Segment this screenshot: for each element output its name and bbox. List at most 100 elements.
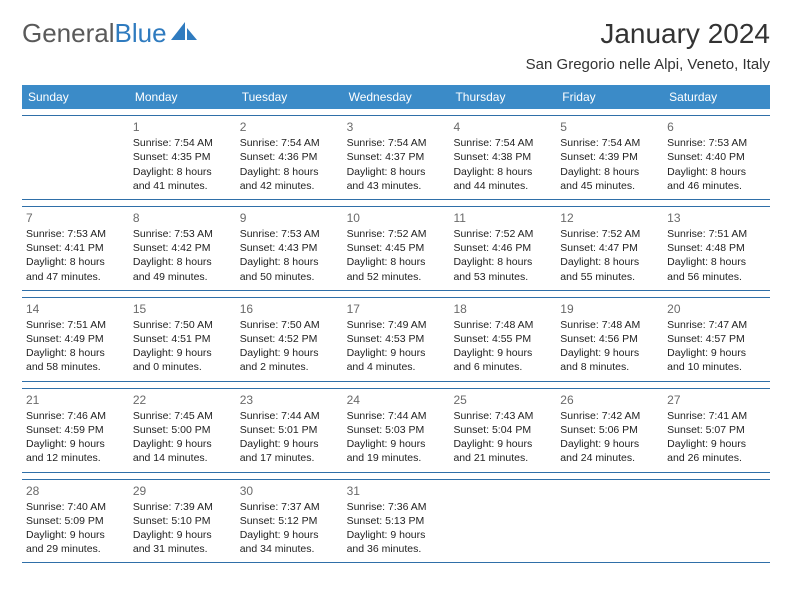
sunset-text: Sunset: 4:43 PM xyxy=(240,241,339,255)
daylight-text: Daylight: 8 hours and 43 minutes. xyxy=(347,165,446,193)
daylight-text: Daylight: 9 hours and 31 minutes. xyxy=(133,528,232,556)
sunrise-text: Sunrise: 7:52 AM xyxy=(560,227,659,241)
sunrise-text: Sunrise: 7:50 AM xyxy=(133,318,232,332)
daylight-text: Daylight: 9 hours and 2 minutes. xyxy=(240,346,339,374)
daylight-text: Daylight: 8 hours and 55 minutes. xyxy=(560,255,659,283)
day-cell: 8Sunrise: 7:53 AMSunset: 4:42 PMDaylight… xyxy=(129,207,236,290)
day-cell: 30Sunrise: 7:37 AMSunset: 5:12 PMDayligh… xyxy=(236,480,343,563)
day-number: 26 xyxy=(560,392,659,408)
day-number: 30 xyxy=(240,483,339,499)
day-cell xyxy=(556,480,663,563)
day-cell: 13Sunrise: 7:51 AMSunset: 4:48 PMDayligh… xyxy=(663,207,770,290)
day-cell xyxy=(449,480,556,563)
sunrise-text: Sunrise: 7:54 AM xyxy=(347,136,446,150)
sunrise-text: Sunrise: 7:46 AM xyxy=(26,409,125,423)
day-cell: 25Sunrise: 7:43 AMSunset: 5:04 PMDayligh… xyxy=(449,389,556,472)
daylight-text: Daylight: 9 hours and 10 minutes. xyxy=(667,346,766,374)
sunset-text: Sunset: 4:45 PM xyxy=(347,241,446,255)
sunrise-text: Sunrise: 7:44 AM xyxy=(240,409,339,423)
day-cell: 4Sunrise: 7:54 AMSunset: 4:38 PMDaylight… xyxy=(449,116,556,199)
sunset-text: Sunset: 4:40 PM xyxy=(667,150,766,164)
sunrise-text: Sunrise: 7:52 AM xyxy=(347,227,446,241)
daylight-text: Daylight: 8 hours and 56 minutes. xyxy=(667,255,766,283)
day-number: 4 xyxy=(453,119,552,135)
daylight-text: Daylight: 8 hours and 42 minutes. xyxy=(240,165,339,193)
daylight-text: Daylight: 8 hours and 53 minutes. xyxy=(453,255,552,283)
sunset-text: Sunset: 4:51 PM xyxy=(133,332,232,346)
sunrise-text: Sunrise: 7:51 AM xyxy=(26,318,125,332)
brand-part1: General xyxy=(22,18,115,49)
day-cell: 10Sunrise: 7:52 AMSunset: 4:45 PMDayligh… xyxy=(343,207,450,290)
weekday-monday: Monday xyxy=(129,85,236,109)
sunrise-text: Sunrise: 7:53 AM xyxy=(133,227,232,241)
sunrise-text: Sunrise: 7:41 AM xyxy=(667,409,766,423)
sunrise-text: Sunrise: 7:36 AM xyxy=(347,500,446,514)
day-cell: 15Sunrise: 7:50 AMSunset: 4:51 PMDayligh… xyxy=(129,298,236,381)
sunset-text: Sunset: 4:56 PM xyxy=(560,332,659,346)
weeks-container: 1 Sunrise: 7:54 AM Sunset: 4:35 PM Daylight… xyxy=(22,115,770,563)
day-cell: 7Sunrise: 7:53 AMSunset: 4:41 PMDaylight… xyxy=(22,207,129,290)
day-cell: 29Sunrise: 7:39 AMSunset: 5:10 PMDayligh… xyxy=(129,480,236,563)
daylight-text: Daylight: 9 hours and 34 minutes. xyxy=(240,528,339,556)
calendar: SundayMondayTuesdayWednesdayThursdayFrid… xyxy=(22,85,770,563)
sunset-text: Sunset: 5:13 PM xyxy=(347,514,446,528)
day-cell: 24Sunrise: 7:44 AMSunset: 5:03 PMDayligh… xyxy=(343,389,450,472)
sunrise-text: Sunrise: 7:43 AM xyxy=(453,409,552,423)
day-cell xyxy=(22,116,129,199)
brand-part2: Blue xyxy=(115,18,167,49)
daylight-text: Daylight: 8 hours and 52 minutes. xyxy=(347,255,446,283)
day-number: 2 xyxy=(240,119,339,135)
day-cell: 31Sunrise: 7:36 AMSunset: 5:13 PMDayligh… xyxy=(343,480,450,563)
day-number: 19 xyxy=(560,301,659,317)
sunset-text: Sunset: 5:12 PM xyxy=(240,514,339,528)
day-number: 13 xyxy=(667,210,766,226)
daylight-text: Daylight: 8 hours and 47 minutes. xyxy=(26,255,125,283)
sunset-text: Sunset: 5:06 PM xyxy=(560,423,659,437)
day-number: 24 xyxy=(347,392,446,408)
sunset-text: Sunset: 4:52 PM xyxy=(240,332,339,346)
daylight-text: Daylight: 9 hours and 36 minutes. xyxy=(347,528,446,556)
daylight-text: Daylight: 8 hours and 45 minutes. xyxy=(560,165,659,193)
day-number: 31 xyxy=(347,483,446,499)
daylight-text: Daylight: 8 hours and 46 minutes. xyxy=(667,165,766,193)
day-cell: 9Sunrise: 7:53 AMSunset: 4:43 PMDaylight… xyxy=(236,207,343,290)
sunset-text: Sunset: 4:41 PM xyxy=(26,241,125,255)
week-row: 1 Sunrise: 7:54 AM Sunset: 4:35 PM Daylight… xyxy=(22,115,770,200)
day-number: 29 xyxy=(133,483,232,499)
daylight-text: Daylight: 9 hours and 12 minutes. xyxy=(26,437,125,465)
daylight-text: Daylight: 9 hours and 14 minutes. xyxy=(133,437,232,465)
sail-icon xyxy=(171,22,197,42)
sunset-text: Sunset: 4:47 PM xyxy=(560,241,659,255)
daylight-text: Daylight: 9 hours and 19 minutes. xyxy=(347,437,446,465)
day-cell: 28Sunrise: 7:40 AMSunset: 5:09 PMDayligh… xyxy=(22,480,129,563)
weekday-sunday: Sunday xyxy=(22,85,129,109)
sunset-text: Sunset: 4:38 PM xyxy=(453,150,552,164)
day-number: 6 xyxy=(667,119,766,135)
day-number: 14 xyxy=(26,301,125,317)
sunset-text: Sunset: 4:55 PM xyxy=(453,332,552,346)
sunrise-text: Sunrise: 7:53 AM xyxy=(26,227,125,241)
day-number: 17 xyxy=(347,301,446,317)
day-number: 21 xyxy=(26,392,125,408)
sunset-text: Sunset: 5:00 PM xyxy=(133,423,232,437)
weekday-header-row: SundayMondayTuesdayWednesdayThursdayFrid… xyxy=(22,85,770,109)
day-cell: 5Sunrise: 7:54 AMSunset: 4:39 PMDaylight… xyxy=(556,116,663,199)
sunrise-text: Sunrise: 7:53 AM xyxy=(240,227,339,241)
sunset-text: Sunset: 4:42 PM xyxy=(133,241,232,255)
weekday-thursday: Thursday xyxy=(449,85,556,109)
sunset-text: Sunset: 4:35 PM xyxy=(133,150,232,164)
day-number: 25 xyxy=(453,392,552,408)
day-number: 16 xyxy=(240,301,339,317)
location-text: San Gregorio nelle Alpi, Veneto, Italy xyxy=(526,56,770,73)
week-row: 14Sunrise: 7:51 AMSunset: 4:49 PMDayligh… xyxy=(22,297,770,382)
sunrise-text: Sunrise: 7:37 AM xyxy=(240,500,339,514)
sunset-text: Sunset: 5:03 PM xyxy=(347,423,446,437)
sunrise-text: Sunrise: 7:53 AM xyxy=(667,136,766,150)
sunrise-text: Sunrise: 7:51 AM xyxy=(667,227,766,241)
sunset-text: Sunset: 5:07 PM xyxy=(667,423,766,437)
day-number: 15 xyxy=(133,301,232,317)
day-number: 5 xyxy=(560,119,659,135)
daylight-text: Daylight: 9 hours and 4 minutes. xyxy=(347,346,446,374)
sunrise-text: Sunrise: 7:50 AM xyxy=(240,318,339,332)
day-number: 1 xyxy=(133,119,232,135)
